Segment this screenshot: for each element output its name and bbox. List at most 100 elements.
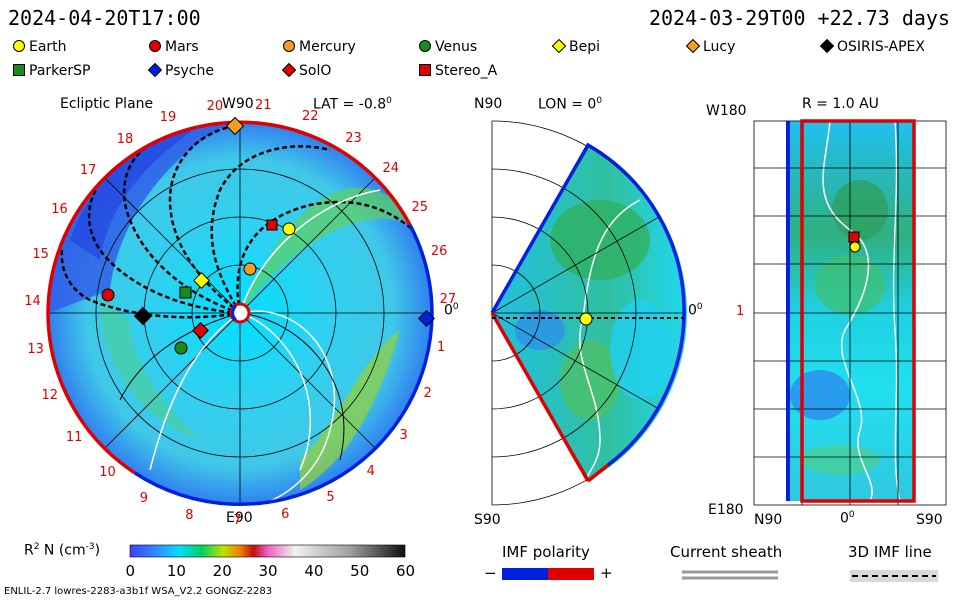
ecliptic-zero-label: 00 (444, 302, 459, 319)
colorbar-tick-label: 30 (258, 562, 278, 580)
rotation-label: 25 (411, 199, 429, 215)
lonmap-radius-label: R = 1.0 AU (802, 96, 879, 112)
imf-polarity-title: IMF polarity (502, 543, 590, 561)
imf-plus-label: + (600, 564, 613, 582)
legend-label: ParkerSP (29, 63, 91, 79)
diamond-marker-icon (685, 38, 701, 54)
rotation-label: 19 (159, 109, 177, 125)
rotation-label: 13 (27, 342, 44, 358)
simulation-datetime: 2024-04-20T17:00 (8, 6, 201, 30)
rotation-label: 10 (99, 465, 116, 481)
model-footer: ENLIL-2.7 lowres-2283-a3b1f WSA_V2.2 GON… (4, 586, 273, 597)
lucy-marker (225, 116, 245, 136)
legend-item-lucy: Lucy (685, 38, 736, 55)
meridional-s90-label: S90 (474, 512, 501, 528)
circle-marker-icon (419, 40, 431, 52)
current-sheath-title: Current sheath (670, 543, 783, 561)
legend-item-mercury: Mercury (282, 39, 356, 55)
legend-item-psyche: Psyche (147, 62, 214, 79)
rotation-label: 6 (281, 507, 290, 523)
colorbar-tick-label: 0 (125, 562, 136, 580)
legend-label: SolO (299, 63, 332, 79)
stereo-a-marker (266, 219, 278, 231)
lonmap-zero-label: 00 (840, 510, 855, 527)
venus-marker (174, 341, 188, 355)
rotation-label: 3 (399, 428, 408, 444)
square-marker-icon (13, 64, 25, 76)
legend-label: Lucy (703, 39, 736, 55)
lonmap-e180-label: E180 (708, 502, 744, 518)
meridional-lon-label: LON = 00 (538, 96, 603, 113)
ecliptic-title: Ecliptic Plane (60, 96, 154, 112)
psyche-marker (418, 310, 435, 327)
lonmap-mid-label: 1 (736, 304, 745, 319)
legend-item-bepi: Bepi (551, 38, 600, 55)
osiris-apex-marker (133, 306, 153, 326)
rotation-label: 12 (41, 388, 59, 404)
legend-label: OSIRIS-APEX (837, 39, 925, 55)
colorbar-title: R2 N (cm-3) (24, 542, 101, 559)
rotation-label: 23 (345, 130, 362, 146)
longitude-map-plot (753, 119, 947, 506)
legend-label: Mars (165, 39, 199, 55)
imf-positive-bar (548, 568, 594, 580)
ecliptic-plane-plot (46, 116, 435, 506)
legend-label: Psyche (165, 63, 214, 79)
circle-marker-icon (149, 40, 161, 52)
rotation-label: 8 (185, 507, 194, 523)
diamond-marker-icon (281, 62, 297, 78)
imf-line-title: 3D IMF line (848, 543, 932, 561)
rotation-label: 14 (24, 294, 41, 310)
legend-label: Mercury (299, 39, 356, 55)
meridional-earth-marker (579, 312, 593, 326)
rotation-label: 16 (51, 202, 68, 218)
legend-item-mars: Mars (148, 39, 199, 55)
circle-marker-icon (13, 40, 25, 52)
ecliptic-w90-label: W90 (222, 96, 254, 112)
parkersp-marker (179, 286, 192, 299)
legend-item-earth: Earth (12, 39, 67, 55)
imf-minus-label: − (484, 564, 497, 582)
lonmap-stereo-a-marker (848, 231, 860, 243)
rotation-label: 26 (430, 244, 448, 260)
legend-item-parkersp: ParkerSP (12, 63, 90, 79)
diamond-marker-icon (147, 62, 163, 78)
rotation-label: 1 (437, 339, 446, 355)
imf-line-sample (850, 570, 938, 582)
rotation-label: 11 (65, 430, 83, 446)
mars-marker (101, 288, 115, 302)
legend-label: Stereo_A (435, 63, 498, 79)
meridional-n90-label: N90 (474, 96, 503, 112)
rotation-label: 17 (79, 163, 97, 179)
solo-marker (192, 322, 209, 339)
rotation-label: 15 (32, 246, 49, 262)
rotation-label: 9 (139, 491, 148, 507)
rotation-label: 7 (233, 512, 242, 528)
imf-negative-bar (502, 568, 548, 580)
legend-item-solo: SolO (281, 62, 332, 79)
rotation-label: 22 (302, 109, 319, 125)
circle-marker-icon (283, 40, 295, 52)
mercury-marker (243, 262, 257, 276)
rotation-label: 24 (382, 161, 399, 177)
ecliptic-lat-label: LAT = -0.80 (313, 96, 392, 113)
square-marker-icon (419, 64, 431, 76)
lonmap-s90-label: S90 (916, 512, 943, 528)
legend-label: Earth (29, 39, 67, 55)
colorbar-tick-label: 50 (350, 562, 370, 580)
diamond-marker-icon (551, 38, 567, 54)
legend-item-osiris-apex: OSIRIS-APEX (819, 38, 925, 55)
colorbar-tick-label: 20 (212, 562, 232, 580)
earth-marker (282, 222, 296, 236)
legend-label: Bepi (569, 39, 600, 55)
colorbar-tick-label: 10 (166, 562, 186, 580)
meridional-plane-plot (490, 120, 688, 506)
rotation-label: 2 (423, 386, 432, 402)
meridional-zero-label: 00 (688, 302, 703, 319)
lonmap-w180-label: W180 (706, 103, 747, 119)
diamond-marker-icon (819, 38, 835, 54)
rotation-label: 5 (326, 490, 335, 506)
current-sheath-sample (682, 570, 778, 580)
run-datetime-offset: 2024-03-29T00 +22.73 days (648, 6, 950, 30)
legend-item-venus: Venus (418, 39, 477, 55)
